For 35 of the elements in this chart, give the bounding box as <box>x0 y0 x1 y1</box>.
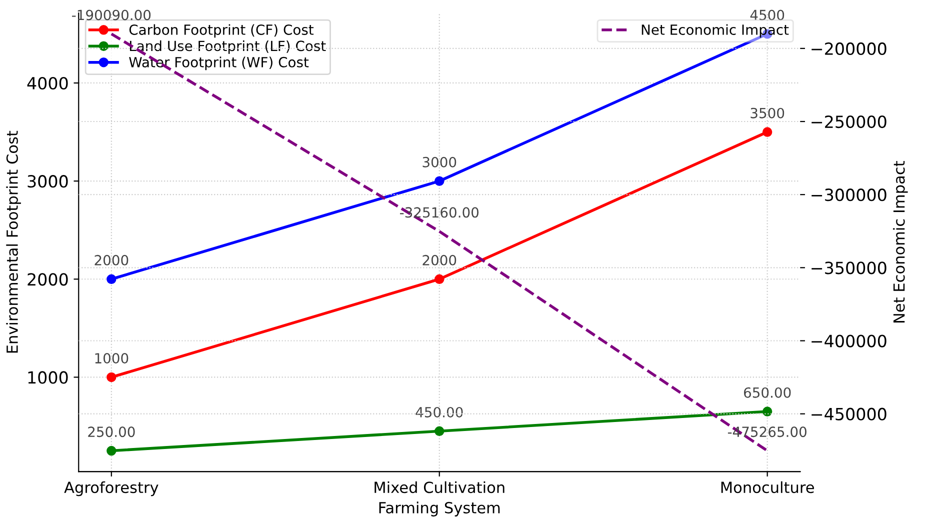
point <box>106 446 116 456</box>
point <box>106 274 116 284</box>
y-tick-label: 2000 <box>28 273 68 286</box>
point <box>434 176 444 186</box>
y2-tick-label: −300000 <box>812 188 886 202</box>
x-axis-title: Farming System <box>379 502 500 516</box>
x-tick-label: Agroforestry <box>64 481 158 496</box>
y2-tick-label: −200000 <box>812 42 886 55</box>
data-label: 4500 <box>750 10 784 20</box>
legend-label: Carbon Footprint (CF) Cost <box>129 24 314 38</box>
point <box>434 426 444 436</box>
data-label: 450.00 <box>416 406 463 418</box>
y-tick-label: 3000 <box>28 175 68 188</box>
y-axis-title: Environmental Footprint Cost <box>6 130 21 353</box>
x-tick-label: Mixed Cultivation <box>374 481 504 494</box>
data-label: 2000 <box>422 254 456 266</box>
data-label: 1000 <box>95 353 128 364</box>
y2-axis-title: Net Economic Impact <box>892 161 908 323</box>
legend-label: Net Economic Impact <box>642 24 789 38</box>
data-label: 3000 <box>422 156 456 168</box>
y2-tick-label: −250000 <box>812 115 886 128</box>
data-label: 250.00 <box>88 426 135 438</box>
x-tick-label: Monoculture <box>721 481 814 494</box>
data-label: 2000 <box>94 254 128 266</box>
y2-tick-label: −450000 <box>812 408 886 420</box>
data-label: 650.00 <box>744 387 791 398</box>
point <box>434 274 444 284</box>
y-tick-label: 4000 <box>27 76 68 90</box>
y-tick-label: 1000 <box>28 371 68 384</box>
y2-tick-label: −350000 <box>812 262 886 274</box>
point <box>106 372 116 382</box>
y2-tick-label: −400000 <box>812 334 886 348</box>
point <box>762 406 772 416</box>
data-label: 3500 <box>750 108 784 118</box>
point <box>762 127 772 137</box>
